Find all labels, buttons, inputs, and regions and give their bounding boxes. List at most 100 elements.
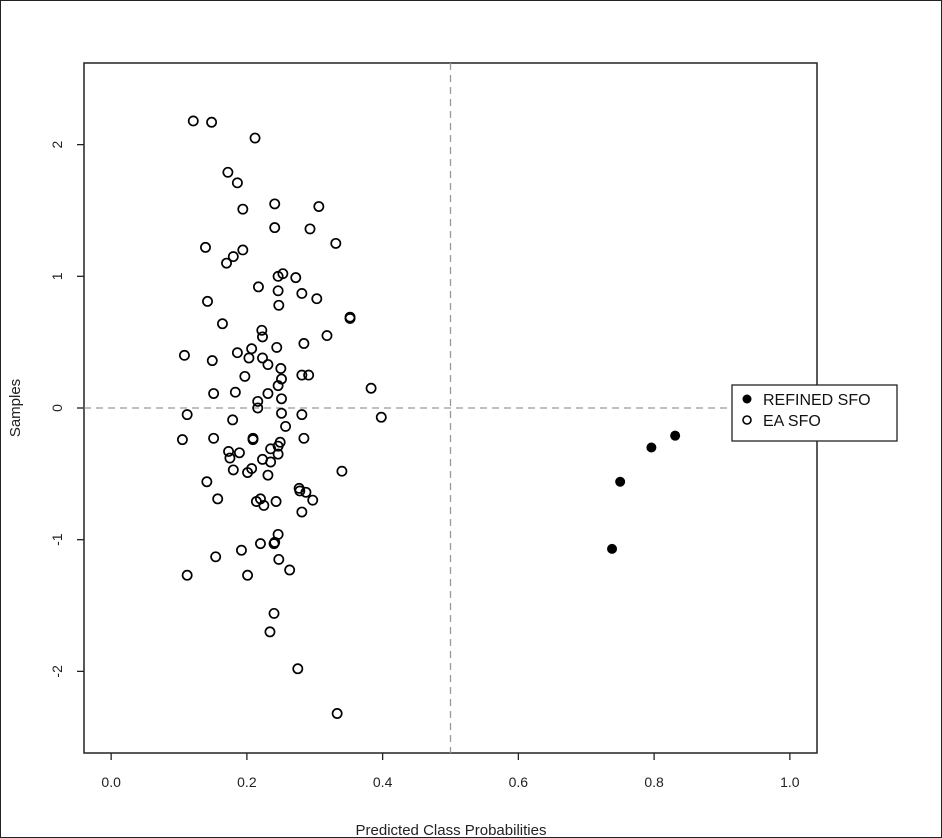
- point-ea-sfo: [237, 244, 249, 256]
- point-ea-sfo: [272, 380, 284, 392]
- point-ea-sfo: [276, 393, 287, 405]
- point-ea-sfo: [223, 446, 235, 457]
- point-ea-sfo: [296, 287, 308, 299]
- point-ea-sfo: [304, 223, 316, 235]
- point-ea-sfo: [252, 402, 264, 414]
- x-tick-label: 0.6: [509, 774, 529, 790]
- legend-box: [731, 384, 898, 442]
- legend-marker-ea-sfo: [742, 415, 752, 425]
- point-ea-sfo: [227, 414, 239, 426]
- y-tick-label: -1: [49, 533, 65, 546]
- point-ea-sfo: [255, 538, 266, 550]
- point-ea-sfo: [275, 363, 287, 374]
- y-axis: -2 -1 0 1 2: [49, 141, 84, 678]
- point-ea-sfo: [313, 201, 325, 212]
- point-ea-sfo: [268, 607, 280, 619]
- point-ea-sfo: [242, 467, 254, 478]
- point-ea-sfo: [272, 440, 284, 452]
- point-ea-sfo: [271, 341, 283, 353]
- data-points: [176, 115, 681, 719]
- point-ea-sfo: [202, 295, 213, 307]
- point-ea-sfo: [290, 272, 302, 284]
- point-ea-sfo: [272, 285, 284, 297]
- point-ea-sfo: [311, 293, 323, 305]
- point-ea-sfo: [187, 115, 199, 127]
- point-ea-sfo: [365, 382, 377, 394]
- point-ea-sfo: [208, 388, 220, 399]
- y-tick-label: 0: [49, 404, 65, 412]
- point-ea-sfo: [272, 448, 284, 460]
- point-ea-sfo: [296, 506, 308, 518]
- point-ea-sfo: [269, 536, 281, 548]
- x-axis-title: Predicted Class Probabilities: [356, 822, 547, 837]
- point-refined-sfo: [615, 476, 626, 487]
- point-ea-sfo: [224, 452, 236, 464]
- y-tick-label: -2: [49, 665, 65, 678]
- point-refined-sfo: [607, 543, 618, 554]
- point-ea-sfo: [181, 409, 193, 421]
- point-ea-sfo: [262, 388, 274, 399]
- point-ea-sfo: [246, 343, 258, 355]
- point-ea-sfo: [303, 369, 315, 381]
- point-ea-sfo: [284, 564, 296, 576]
- point-ea-sfo: [294, 485, 306, 497]
- legend-label-refined-sfo: REFINED SFO: [763, 392, 871, 409]
- point-ea-sfo: [296, 369, 308, 381]
- point-ea-sfo: [212, 493, 224, 505]
- point-ea-sfo: [344, 313, 356, 324]
- point-ea-sfo: [243, 352, 255, 364]
- point-ea-sfo: [227, 251, 239, 263]
- point-ea-sfo: [270, 496, 282, 507]
- point-ea-sfo: [269, 222, 281, 234]
- x-tick-label: 1.0: [780, 774, 800, 790]
- y-tick-label: 2: [49, 141, 65, 149]
- point-ea-sfo: [262, 359, 274, 370]
- legend-label-ea-sfo: EA SFO: [763, 413, 821, 430]
- point-ea-sfo: [256, 324, 268, 336]
- point-ea-sfo: [264, 626, 276, 638]
- x-tick-label: 0.2: [237, 774, 257, 790]
- point-ea-sfo: [276, 407, 287, 419]
- point-ea-sfo: [217, 318, 228, 330]
- point-ea-sfo: [273, 299, 285, 311]
- point-ea-sfo: [178, 349, 190, 361]
- point-ea-sfo: [257, 331, 268, 343]
- point-ea-sfo: [201, 476, 213, 488]
- point-ea-sfo: [247, 434, 259, 446]
- point-ea-sfo: [221, 257, 232, 269]
- point-ea-sfo: [257, 352, 268, 364]
- point-ea-sfo: [233, 447, 245, 459]
- point-ea-sfo: [258, 499, 270, 511]
- point-ea-sfo: [296, 409, 308, 421]
- point-ea-sfo: [222, 166, 234, 178]
- point-ea-sfo: [273, 553, 285, 565]
- point-ea-sfo: [210, 551, 222, 563]
- point-ea-sfo: [200, 241, 211, 253]
- point-ea-sfo: [265, 443, 277, 455]
- point-ea-sfo: [336, 465, 348, 477]
- point-ea-sfo: [239, 370, 251, 382]
- point-ea-sfo: [181, 569, 193, 581]
- point-ea-sfo: [252, 395, 264, 407]
- legend-marker-refined-sfo: [742, 394, 752, 404]
- point-ea-sfo: [330, 237, 342, 249]
- legend: REFINED SFO EA SFO: [731, 384, 898, 442]
- point-ea-sfo: [206, 355, 218, 367]
- point-ea-sfo: [231, 347, 243, 359]
- x-axis: 0.0 0.2 0.4 0.6 0.8 1.0: [101, 753, 800, 790]
- point-ea-sfo: [298, 432, 310, 444]
- y-axis-title: Samples: [7, 379, 24, 437]
- point-ea-sfo: [280, 420, 292, 432]
- point-ea-sfo: [208, 432, 220, 444]
- x-tick-label: 0.4: [373, 774, 393, 790]
- point-ea-sfo: [176, 434, 188, 446]
- point-ea-sfo: [236, 544, 247, 556]
- point-ea-sfo: [272, 270, 284, 282]
- point-ea-sfo: [237, 203, 249, 215]
- point-refined-sfo: [670, 430, 681, 441]
- point-ea-sfo: [321, 330, 333, 342]
- point-ea-sfo: [331, 708, 343, 719]
- point-ea-sfo: [231, 177, 243, 189]
